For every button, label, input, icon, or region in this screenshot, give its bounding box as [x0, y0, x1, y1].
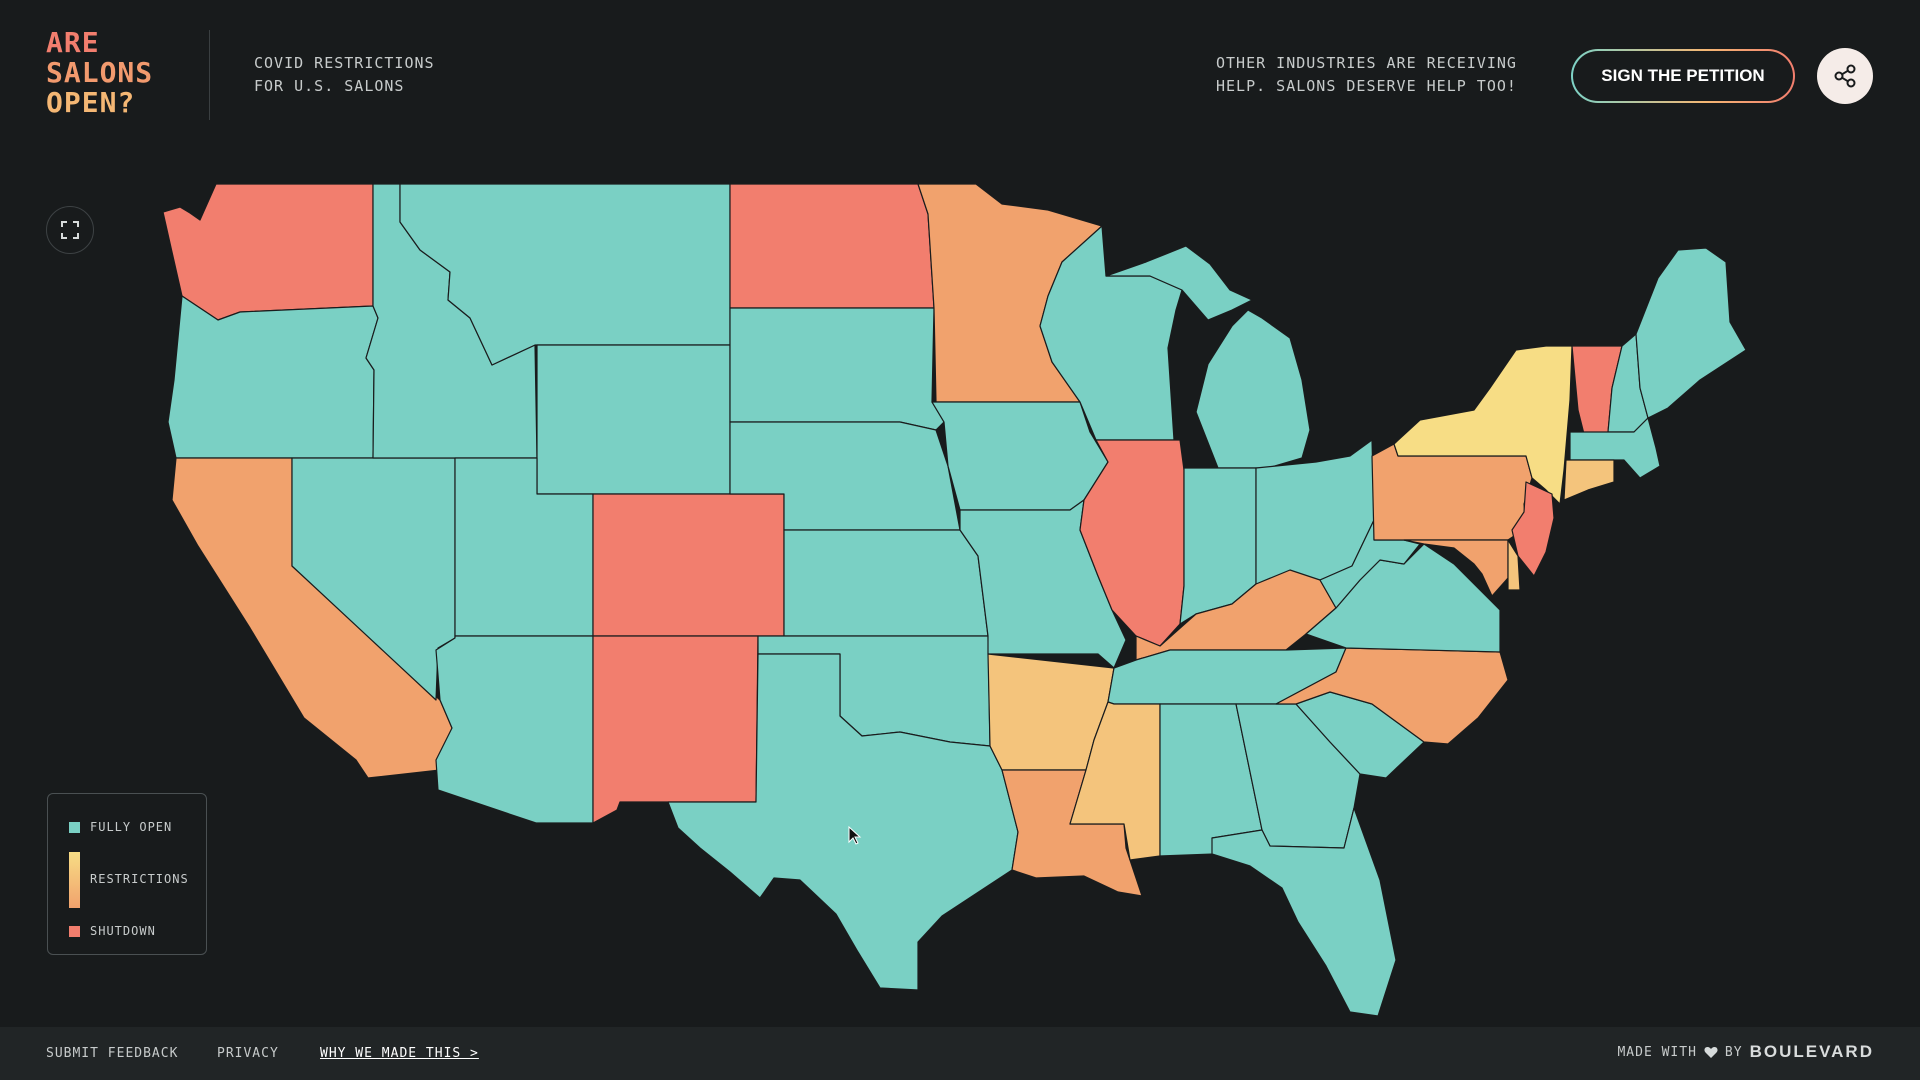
legend-label-open: FULLY OPEN: [90, 820, 173, 834]
state-ct[interactable]: [1563, 459, 1615, 501]
sign-petition-button[interactable]: SIGN THE PETITION: [1571, 49, 1795, 103]
subtitle-line-2: FOR U.S. SALONS: [254, 77, 405, 95]
state-me[interactable]: [1635, 247, 1747, 419]
state-wv[interactable]: [1319, 519, 1421, 609]
state-tx[interactable]: [667, 653, 1019, 991]
state-wa[interactable]: [162, 183, 374, 321]
tagline-line-1: OTHER INDUSTRIES ARE RECEIVING: [1216, 54, 1517, 72]
by-text: BY: [1724, 1044, 1743, 1060]
state-wi[interactable]: [1039, 225, 1183, 441]
legend-label-shutdown: SHUTDOWN: [90, 924, 156, 938]
share-button[interactable]: [1817, 48, 1873, 104]
state-or[interactable]: [167, 295, 379, 459]
mouse-cursor-icon: [848, 826, 862, 845]
state-mi[interactable]: [1195, 309, 1311, 469]
legend-swatch-open: [69, 822, 80, 833]
state-ia[interactable]: [931, 401, 1109, 511]
state-ks[interactable]: [783, 529, 989, 637]
state-sd[interactable]: [729, 307, 945, 431]
submit-feedback-link[interactable]: SUBMIT FEEDBACK: [46, 1046, 179, 1061]
privacy-link[interactable]: PRIVACY: [217, 1046, 279, 1061]
state-ny[interactable]: [1393, 345, 1573, 505]
state-mi-upper[interactable]: [1105, 245, 1253, 321]
legend-swatch-shutdown: [69, 926, 80, 937]
heart-icon: [1704, 1046, 1718, 1058]
logo[interactable]: ARE SALONS OPEN?: [46, 28, 153, 118]
us-states-map: [162, 183, 1747, 1017]
made-with-text: MADE WITH: [1617, 1044, 1697, 1060]
sign-petition-label: SIGN THE PETITION: [1573, 51, 1793, 101]
fullscreen-icon: [61, 221, 79, 239]
state-fl[interactable]: [1211, 807, 1397, 1017]
logo-line-2: SALONS: [46, 56, 154, 89]
state-pa[interactable]: [1371, 443, 1533, 541]
legend-label-restrictions: RESTRICTIONS: [90, 872, 189, 886]
logo-line-3: OPEN?: [46, 86, 136, 119]
map-legend: FULLY OPEN RESTRICTIONS SHUTDOWN: [47, 793, 207, 955]
state-nj[interactable]: [1511, 481, 1555, 577]
state-nd[interactable]: [729, 183, 935, 309]
tagline: OTHER INDUSTRIES ARE RECEIVING HELP. SAL…: [1216, 52, 1526, 98]
state-nc[interactable]: [1275, 647, 1509, 745]
subtitle-line-1: COVID RESTRICTIONS: [254, 54, 435, 72]
boulevard-logo: BOULEVARD: [1749, 1042, 1874, 1061]
state-wy[interactable]: [536, 344, 731, 495]
why-we-made-this-link[interactable]: WHY WE MADE THIS >: [320, 1046, 479, 1061]
footer: SUBMIT FEEDBACK PRIVACY WHY WE MADE THIS…: [0, 1027, 1920, 1080]
state-nm[interactable]: [592, 635, 759, 824]
state-az[interactable]: [435, 635, 594, 824]
legend-swatch-restrictions: [69, 852, 80, 908]
made-with-credit[interactable]: MADE WITH BY BOULEVARD: [1617, 1042, 1874, 1062]
share-icon: [1834, 64, 1856, 88]
header-divider: [209, 30, 210, 120]
fullscreen-button[interactable]: [46, 206, 94, 254]
page-subtitle: COVID RESTRICTIONS FOR U.S. SALONS: [254, 52, 435, 98]
logo-line-1: ARE: [46, 26, 100, 59]
state-de[interactable]: [1507, 539, 1521, 591]
tagline-line-2: HELP. SALONS DESERVE HELP TOO!: [1216, 77, 1517, 95]
state-co[interactable]: [592, 493, 785, 637]
